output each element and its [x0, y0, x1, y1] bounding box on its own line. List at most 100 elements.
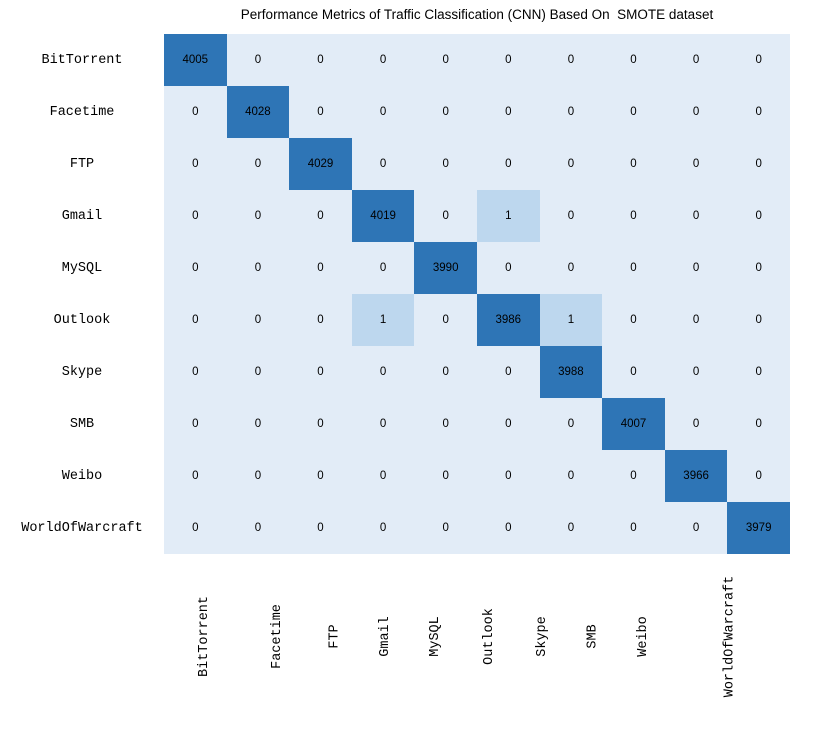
matrix-cell: 0: [476, 450, 540, 502]
matrix-cell: 0: [664, 34, 728, 86]
matrix-cell: 0: [289, 346, 352, 398]
matrix-cell: 0: [727, 450, 790, 502]
matrix-cell: 0: [289, 398, 352, 450]
matrix-cell: 0: [602, 190, 665, 242]
col-label-text: MySQL: [428, 615, 444, 657]
heatmap-grid: 4005 0 0 0 0 0 0 0 0 0 0 4028 0 0 0 0 0 0 0 0 0 0 4029 0 0 0 0 0 0 0 0…: [164, 34, 790, 554]
matrix-cell: 4029: [289, 138, 352, 190]
col-label-text: FTP: [327, 623, 343, 649]
matrix-cell: 0: [289, 450, 352, 502]
col-label: Facetime: [245, 554, 310, 718]
matrix-cell: 0: [664, 398, 728, 450]
matrix-cell: 0: [289, 34, 352, 86]
matrix-cell: 0: [602, 138, 665, 190]
col-label: BitTorrent: [164, 554, 245, 718]
matrix-cell: 3979: [727, 502, 790, 554]
matrix-cell: 4028: [226, 86, 290, 138]
matrix-cell: 0: [602, 34, 665, 86]
matrix-cell: 0: [539, 138, 603, 190]
matrix-cell: 3990: [414, 242, 477, 294]
matrix-cell: 0: [164, 502, 227, 554]
y-axis-labels: BitTorrent Facetime FTP Gmail MySQL Outlook Sk…: [0, 34, 164, 554]
matrix-cell: 0: [164, 190, 227, 242]
matrix-cell: 0: [414, 34, 477, 86]
matrix-cell: 0: [539, 502, 603, 554]
matrix-cell: 0: [164, 138, 227, 190]
row-label: SMB: [69, 416, 95, 432]
matrix-cell: 0: [664, 86, 728, 138]
matrix-cell: 0: [539, 398, 603, 450]
x-axis-labels: BitTorrent Facetime FTP Gmail MySQL Outlook Sk…: [164, 554, 790, 718]
col-label: SMB: [568, 554, 618, 718]
col-label: WorldOfWarcraft: [669, 554, 791, 718]
matrix-cell: 0: [226, 346, 290, 398]
matrix-cell: 0: [164, 294, 227, 346]
matrix-cell: 0: [476, 242, 540, 294]
matrix-cell: 0: [351, 34, 415, 86]
matrix-cell: 0: [351, 138, 415, 190]
matrix-cell: 0: [664, 346, 728, 398]
matrix-cell: 0: [539, 242, 603, 294]
matrix-cell: 0: [414, 346, 477, 398]
col-label: FTP: [310, 554, 360, 718]
matrix-cell: 0: [164, 398, 227, 450]
row-label: WorldOfWarcraft: [21, 520, 143, 536]
matrix-cell: 0: [602, 242, 665, 294]
matrix-cell: 0: [226, 450, 290, 502]
matrix-cell: 0: [289, 294, 352, 346]
col-label: Outlook: [461, 554, 518, 718]
matrix-cell: 3988: [539, 346, 603, 398]
matrix-cell: 0: [351, 346, 415, 398]
matrix-cell: 0: [164, 450, 227, 502]
matrix-cell: 0: [414, 450, 477, 502]
col-label-text: BitTorrent: [197, 595, 213, 677]
matrix-cell: 0: [289, 86, 352, 138]
matrix-cell: 0: [414, 138, 477, 190]
matrix-cell: 0: [414, 190, 477, 242]
chart-title: Performance Metrics of Traffic Classific…: [240, 7, 714, 22]
matrix-cell: 0: [164, 86, 227, 138]
col-label-text: Skype: [535, 615, 551, 657]
matrix-cell: 1: [351, 294, 415, 346]
matrix-cell: 0: [476, 398, 540, 450]
row-label: Skype: [61, 364, 103, 380]
matrix-cell: 0: [351, 502, 415, 554]
matrix-cell: 0: [289, 242, 352, 294]
matrix-cell: 0: [414, 398, 477, 450]
row-label: Outlook: [53, 312, 111, 328]
matrix-cell: 0: [289, 502, 352, 554]
matrix-cell: 0: [164, 346, 227, 398]
row-label: MySQL: [61, 260, 103, 276]
matrix-cell: 0: [226, 138, 290, 190]
matrix-cell: 0: [602, 450, 665, 502]
matrix-cell: 0: [226, 190, 290, 242]
col-label: Weibo: [618, 554, 668, 718]
matrix-cell: 1: [539, 294, 603, 346]
matrix-cell: 0: [476, 346, 540, 398]
col-label: Gmail: [360, 554, 410, 718]
matrix-cell: 0: [664, 502, 728, 554]
matrix-cell: 3986: [476, 294, 540, 346]
matrix-cell: 0: [351, 450, 415, 502]
matrix-cell: 0: [727, 346, 790, 398]
matrix-cell: 0: [539, 34, 603, 86]
matrix-cell: 4019: [351, 190, 415, 242]
matrix-cell: 0: [226, 34, 290, 86]
matrix-cell: 0: [289, 190, 352, 242]
col-label-text: SMB: [585, 623, 601, 649]
row-label: Weibo: [61, 468, 103, 484]
matrix-cell: 0: [727, 294, 790, 346]
col-label-text: Facetime: [269, 603, 285, 669]
row-label: Gmail: [61, 208, 103, 224]
col-label: Skype: [518, 554, 568, 718]
matrix-cell: 0: [664, 242, 728, 294]
matrix-cell: 0: [476, 86, 540, 138]
col-label-text: WorldOfWarcraft: [721, 575, 737, 697]
matrix-cell: 0: [226, 242, 290, 294]
matrix-cell: 0: [539, 86, 603, 138]
col-label: MySQL: [410, 554, 460, 718]
matrix-cell: 0: [602, 346, 665, 398]
matrix-cell: 0: [727, 398, 790, 450]
matrix-cell: 0: [727, 86, 790, 138]
